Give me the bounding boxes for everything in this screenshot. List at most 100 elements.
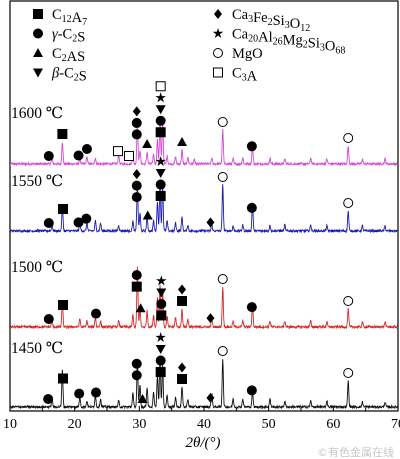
legend-entry: MgO [213, 46, 263, 62]
series-line-2 [10, 266, 399, 330]
marker-square [131, 281, 142, 292]
series-label: 1450 ℃ [11, 340, 63, 357]
marker-open-circle [343, 133, 354, 143]
marker-diamond [206, 313, 215, 324]
marker-open-circle [217, 274, 228, 284]
marker-square [155, 127, 166, 138]
marker-circle [246, 385, 257, 396]
legend-label: C3A [232, 66, 258, 85]
marker-diamond [132, 169, 141, 180]
marker-circle [131, 270, 142, 281]
x-tick-label: 10 [3, 417, 17, 432]
marker-open-square [112, 146, 123, 157]
series-label-layer: 1600 ℃ 1550 ℃ 1500 ℃ 1450 ℃ [11, 105, 63, 357]
legend-entry: C12A7 [33, 7, 87, 28]
marker-circle [81, 144, 92, 154]
marker-triangle [33, 48, 43, 57]
legend-entry: γ-C2S [33, 27, 85, 46]
marker-circle [73, 217, 84, 228]
series-label: 1600 ℃ [11, 105, 63, 122]
legend-label: Ca20Al26Mg2Si3O68 [232, 27, 345, 57]
legend-label: MgO [232, 46, 263, 62]
marker-diamond [178, 362, 187, 373]
marker-square [155, 367, 166, 378]
marker-open-circle [217, 172, 228, 182]
marker-circle [73, 150, 84, 161]
x-tick-label: 60 [326, 417, 340, 432]
marker-inv-triangle [156, 288, 167, 298]
marker-diamond [214, 9, 222, 19]
x-axis-title: 2θ/(°) [185, 435, 220, 451]
marker-circle [131, 129, 142, 140]
marker-square [57, 129, 68, 139]
marker-circle [246, 141, 257, 152]
legend-label: C12A7 [52, 7, 87, 28]
marker-square [156, 310, 167, 321]
marker-triangle [177, 137, 188, 146]
marker-circle [246, 202, 257, 213]
series-layer [10, 117, 399, 410]
marker-circle [91, 308, 102, 319]
marker-circle [155, 179, 166, 190]
x-axis: 10 20 30 40 50 60 70 [3, 406, 400, 432]
marker-open-square [213, 67, 223, 78]
marker-triangle [137, 393, 148, 403]
legend-entry: C3A [213, 66, 258, 85]
x-tick-label: 70 [391, 417, 400, 432]
marker-circle [91, 387, 102, 398]
legend-label: γ-C2S [52, 27, 85, 46]
marker-square [155, 191, 166, 202]
marker-triangle [142, 139, 153, 148]
marker-square [58, 203, 69, 214]
marker-circle [43, 151, 54, 161]
marker-layer [43, 81, 354, 404]
legend-label: Ca3Fe2Si3O12 [232, 7, 310, 34]
marker-triangle [135, 303, 146, 313]
marker-circle [155, 355, 166, 366]
legend-label: C2AS [52, 46, 85, 65]
marker-diamond [178, 284, 187, 295]
x-tick-label: 40 [197, 417, 211, 432]
marker-circle [246, 302, 257, 313]
series-line-1 [10, 180, 399, 234]
marker-open-circle [213, 48, 223, 58]
marker-square [58, 299, 69, 310]
watermark: ©有色金属在线 [317, 445, 394, 459]
legend-entry: C2AS [33, 46, 85, 65]
marker-open-square [123, 151, 134, 161]
marker-inv-triangle [155, 345, 166, 355]
marker-star [156, 275, 167, 286]
marker-inv-triangle [33, 68, 43, 78]
legend-entry: Ca20Al26Mg2Si3O68 [212, 27, 345, 57]
marker-star [155, 92, 166, 103]
marker-star [155, 156, 166, 166]
series-line-3 [10, 357, 399, 410]
marker-square [177, 374, 188, 384]
marker-triangle [142, 210, 153, 220]
marker-circle [131, 370, 142, 381]
marker-star [155, 332, 166, 342]
marker-open-circle [343, 296, 354, 306]
marker-open-circle [217, 346, 228, 356]
marker-circle [43, 218, 54, 228]
marker-circle [74, 388, 85, 399]
marker-circle [156, 298, 167, 309]
marker-square [33, 9, 43, 19]
marker-square [58, 373, 69, 384]
legend-label: β-C2S [51, 66, 87, 85]
marker-circle [43, 314, 54, 324]
marker-circle [131, 192, 142, 203]
legend-entry: β-C2S [33, 66, 87, 85]
marker-circle [131, 117, 142, 128]
marker-circle [131, 358, 142, 369]
marker-square [177, 296, 188, 306]
marker-inv-triangle [155, 105, 166, 115]
series-label: 1550 ℃ [11, 173, 63, 190]
marker-circle [81, 213, 92, 224]
marker-diamond [206, 217, 215, 228]
marker-star [212, 28, 224, 38]
marker-diamond [206, 392, 215, 403]
marker-open-square [155, 81, 166, 92]
